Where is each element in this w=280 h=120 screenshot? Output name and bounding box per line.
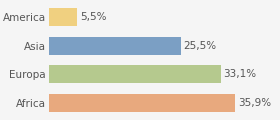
Bar bbox=[49, 66, 221, 83]
Text: 25,5%: 25,5% bbox=[184, 41, 217, 51]
Bar bbox=[49, 8, 77, 26]
Bar bbox=[49, 94, 235, 112]
Text: 35,9%: 35,9% bbox=[238, 98, 271, 108]
Text: 5,5%: 5,5% bbox=[80, 12, 106, 22]
Text: 33,1%: 33,1% bbox=[223, 69, 256, 79]
Bar bbox=[49, 37, 181, 54]
